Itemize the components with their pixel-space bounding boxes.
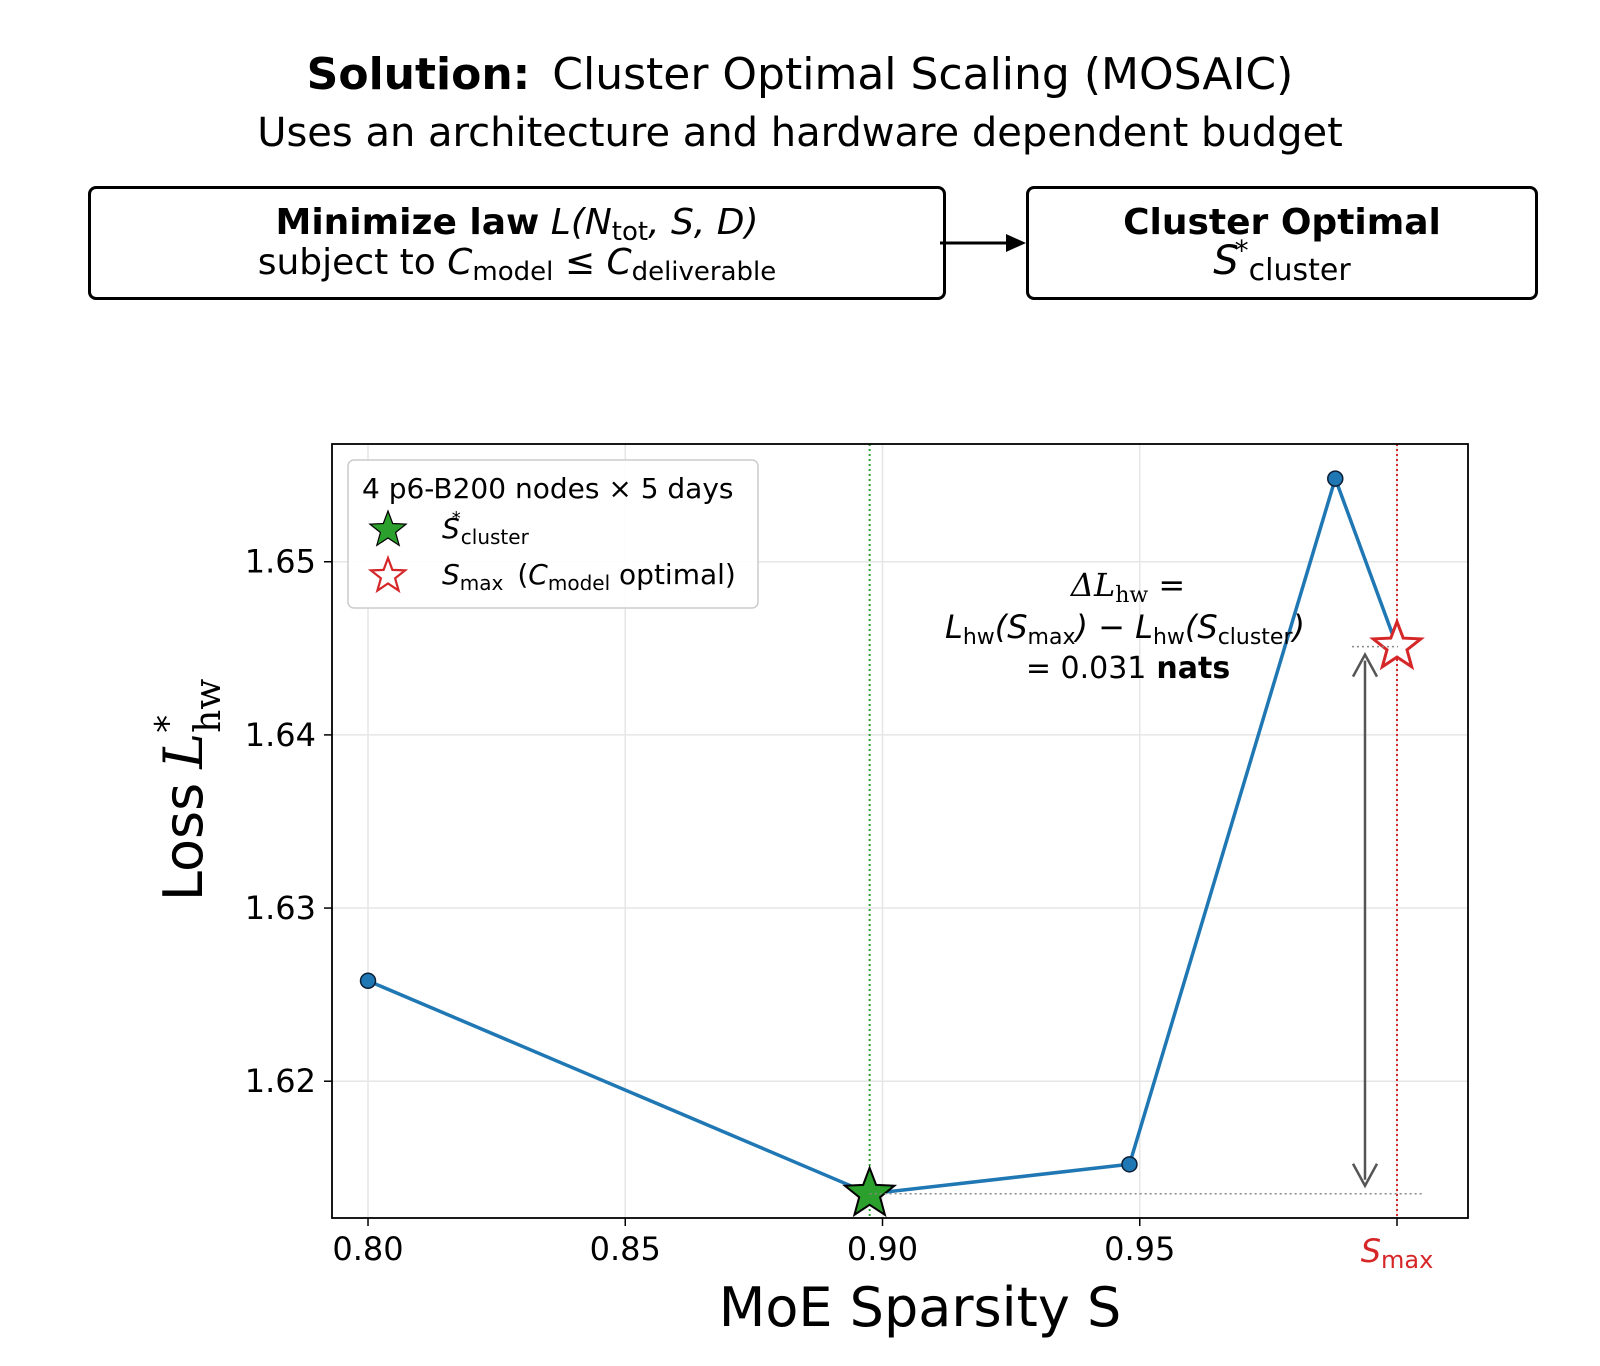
law-symbol: L (550, 202, 571, 243)
y-axis-label-sub: hw (188, 679, 229, 733)
y-axis-label-sup: * (148, 715, 189, 733)
law-rest: , S, D) (648, 202, 759, 243)
delta-formula-part: L (945, 608, 963, 646)
delta-symbol: ΔL (1069, 566, 1115, 604)
delta-formula-part: hw (1153, 625, 1185, 650)
delta-arrow-down-icon (1351, 1163, 1379, 1189)
y-axis-label: Loss L*hw (148, 679, 229, 901)
cluster-optimal-box: Cluster Optimal S*cluster (1026, 186, 1538, 300)
delta-formula-part: hw (963, 625, 995, 650)
c-model-symbol: C (447, 242, 473, 283)
title-bold: Solution: (306, 49, 531, 100)
x-tick-label-smax-sub: max (1381, 1246, 1433, 1274)
legend-entry-label: Smax (Cmodel optimal) (442, 558, 736, 595)
x-axis-label: MoE Sparsity S (719, 1276, 1121, 1339)
annotation: ΔLhw =Lhw(Smax) − Lhw(Scluster)= 0.031 na… (869, 566, 1422, 1195)
delta-formula-part: ) − L (1073, 608, 1152, 646)
delta-value-line: = 0.031 nats (1026, 651, 1230, 686)
x-tick-label: 0.80 (332, 1230, 403, 1268)
legend-entry-sub: cluster (461, 525, 530, 549)
delta-value: = 0.031 (1026, 651, 1147, 686)
minimize-law-label: Minimize law (275, 202, 540, 243)
y-tick-label: 1.63 (245, 889, 316, 927)
s-max-star-icon (1369, 617, 1425, 671)
s-cluster-sup: * (1234, 234, 1249, 267)
s-cluster-expression: S*cluster (1029, 237, 1535, 286)
y-axis-label-symbol: L (152, 733, 215, 770)
y-tick-label: 1.65 (245, 543, 316, 581)
legend-entry-symbol: S (442, 512, 460, 545)
legend-entry-extra-tail: optimal) (610, 558, 736, 591)
x-tick-label: 0.85 (590, 1230, 661, 1268)
constraint-line: subject to Cmodel ≤ Cdeliverable (91, 242, 943, 286)
ticks: 0.80 0.85 0.90 0.95 Smax 1.62 1.63 1.64 1.65 (245, 543, 1434, 1274)
minimize-law-line: Minimize law L(Ntot, S, D) (91, 202, 943, 246)
delta-formula-part: (S (1185, 608, 1218, 646)
plot-frame (331, 443, 1469, 1219)
c-deliverable-sub: deliverable (631, 257, 777, 287)
leq-sign: ≤ (553, 242, 607, 283)
delta-eq: = (1148, 566, 1185, 604)
page-subtitle: Uses an architecture and hardware depend… (257, 110, 1343, 156)
s-cluster-sub: cluster (1248, 253, 1351, 288)
delta-formula-line1: ΔLhw = (1069, 566, 1185, 608)
c-deliverable-symbol: C (606, 242, 632, 283)
legend-s-cluster-star-icon (368, 509, 408, 547)
y-axis-label-word: Loss (152, 783, 215, 901)
legend-title: 4 p6-B200 nodes × 5 days (362, 472, 734, 505)
y-tick-label: 1.64 (245, 716, 316, 754)
x-tick-label-smax-symbol: S (1361, 1232, 1381, 1270)
c-model-sub: model (472, 257, 554, 287)
data-point-marker (1121, 1156, 1138, 1173)
delta-formula-part: (S (995, 608, 1028, 646)
legend-s-max-star-icon (367, 554, 409, 594)
legend-box (347, 459, 759, 609)
delta-arrow-up-icon (1351, 651, 1379, 678)
legend-entry-sub: max (460, 571, 504, 595)
x-tick-label: 0.95 (1104, 1230, 1175, 1268)
delta-unit: nats (1156, 651, 1230, 686)
s-cluster-symbol: S (1213, 238, 1239, 284)
x-tick-label: 0.90 (847, 1230, 918, 1268)
cluster-optimal-label: Cluster Optimal (1123, 202, 1441, 243)
legend-entry-extra: ( (517, 558, 528, 591)
delta-formula-part: max (1028, 625, 1076, 650)
x-tick-label-smax: Smax (1361, 1232, 1434, 1274)
legend-entry-symbol: S (442, 558, 460, 591)
subject-to-label: subject to (257, 242, 436, 283)
y-tick-label: 1.62 (245, 1062, 316, 1100)
flow-arrow-icon (940, 234, 1026, 252)
delta-formula-part: cluster (1218, 625, 1294, 650)
legend-entry-extra-sub: model (548, 571, 610, 595)
legend-entry-extra-symbol: C (528, 558, 548, 591)
legend-entry-sup: * (452, 508, 461, 529)
s-cluster-star-icon (842, 1164, 898, 1218)
delta-sub: hw (1115, 583, 1148, 608)
data-point-marker (359, 972, 377, 990)
title-rest: Cluster Optimal Scaling (MOSAIC) (552, 49, 1294, 100)
page-title: Solution: Cluster Optimal Scaling (MOSAIC… (0, 48, 1600, 102)
cluster-optimal-title: Cluster Optimal (1029, 203, 1535, 243)
law-sub: tot (611, 217, 649, 247)
delta-formula-line2: Lhw(Smax) − Lhw(Scluster) (945, 608, 1305, 650)
markers (359, 470, 1425, 1218)
law-args: (N (570, 202, 612, 243)
delta-formula-part: ) (1291, 608, 1305, 646)
data-point-marker (1327, 470, 1344, 487)
legend-entry-label: S*cluster (442, 508, 530, 549)
reference-lines (868, 444, 1398, 1218)
